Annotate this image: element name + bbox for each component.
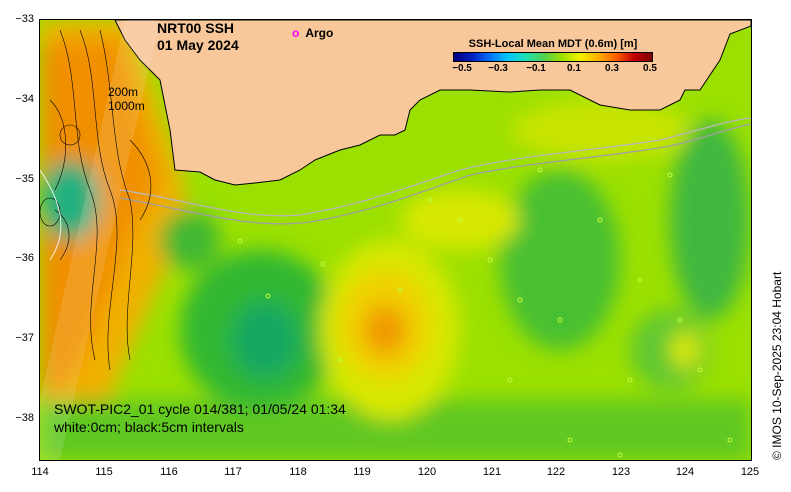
product-name: NRT00 SSH — [157, 20, 235, 36]
x-tick-label: 117 — [224, 466, 242, 478]
y-tick-label: −38 — [15, 412, 34, 424]
x-tick-label: 119 — [353, 466, 371, 478]
contour-lines — [40, 29, 152, 371]
swot-annotation: SWOT-PIC2_01 cycle 014/381; 01/05/24 01:… — [54, 400, 346, 436]
y-tick-label: −36 — [15, 252, 34, 264]
isobath-200m — [119, 117, 751, 217]
x-tick-label: 124 — [675, 466, 695, 478]
colorbar-gradient — [453, 52, 653, 62]
ssh-field — [40, 20, 751, 460]
map-area[interactable] — [39, 19, 752, 461]
colorbar-title: SSH-Local Mean MDT (0.6m) [m] — [468, 38, 638, 50]
contour-interval-info: white:0cm; black:5cm intervals — [54, 419, 244, 435]
y-tick-label: −33 — [15, 13, 34, 25]
isobath-1000m-label: 1000m — [108, 99, 145, 113]
colorbar-tick: 0.3 — [605, 63, 619, 74]
argo-label: Argo — [305, 26, 334, 40]
map-title: NRT00 SSH 01 May 2024 — [157, 20, 239, 54]
isobath-200m-label: 200m — [108, 85, 139, 99]
isobath-legend: 200m 1000m — [108, 85, 145, 113]
copyright-credit: © IMOS 10-Sep-2025 23:04 Hobart — [770, 271, 784, 460]
y-tick-label: −37 — [15, 332, 34, 344]
x-tick-label: 122 — [546, 466, 566, 478]
argo-marker-icon: o — [292, 26, 300, 40]
x-tick-label: 121 — [482, 466, 502, 478]
float-markers — [237, 167, 733, 458]
isobath-1000m — [119, 123, 751, 225]
colorbar-tick: −0.5 — [452, 63, 472, 74]
ssh-anomaly-patches — [40, 20, 751, 460]
x-tick-label: 125 — [740, 466, 760, 478]
colorbar-legend: SSH-Local Mean MDT (0.6m) [m] −0.5 −0.3 … — [446, 38, 660, 74]
y-tick-label: −35 — [15, 173, 34, 185]
x-tick-label: 118 — [289, 466, 307, 478]
swot-cycle-info: SWOT-PIC2_01 cycle 014/381; 01/05/24 01:… — [54, 401, 346, 417]
colorbar-ticks: −0.5 −0.3 −0.1 0.1 0.3 0.5 — [446, 62, 660, 74]
colorbar-tick: −0.3 — [488, 63, 508, 74]
y-tick-label: −34 — [15, 93, 34, 105]
x-tick-label: 116 — [160, 466, 178, 478]
colorbar-tick: 0.5 — [643, 63, 657, 74]
colorbar-tick: −0.1 — [526, 63, 546, 74]
colorbar-tick: 0.1 — [567, 63, 581, 74]
x-tick-label: 123 — [611, 466, 631, 478]
x-tick-label: 120 — [417, 466, 437, 478]
argo-legend: o Argo — [292, 26, 333, 40]
x-tick-label: 115 — [95, 466, 113, 478]
x-tick-label: 114 — [31, 466, 49, 478]
map-date: 01 May 2024 — [157, 37, 239, 53]
